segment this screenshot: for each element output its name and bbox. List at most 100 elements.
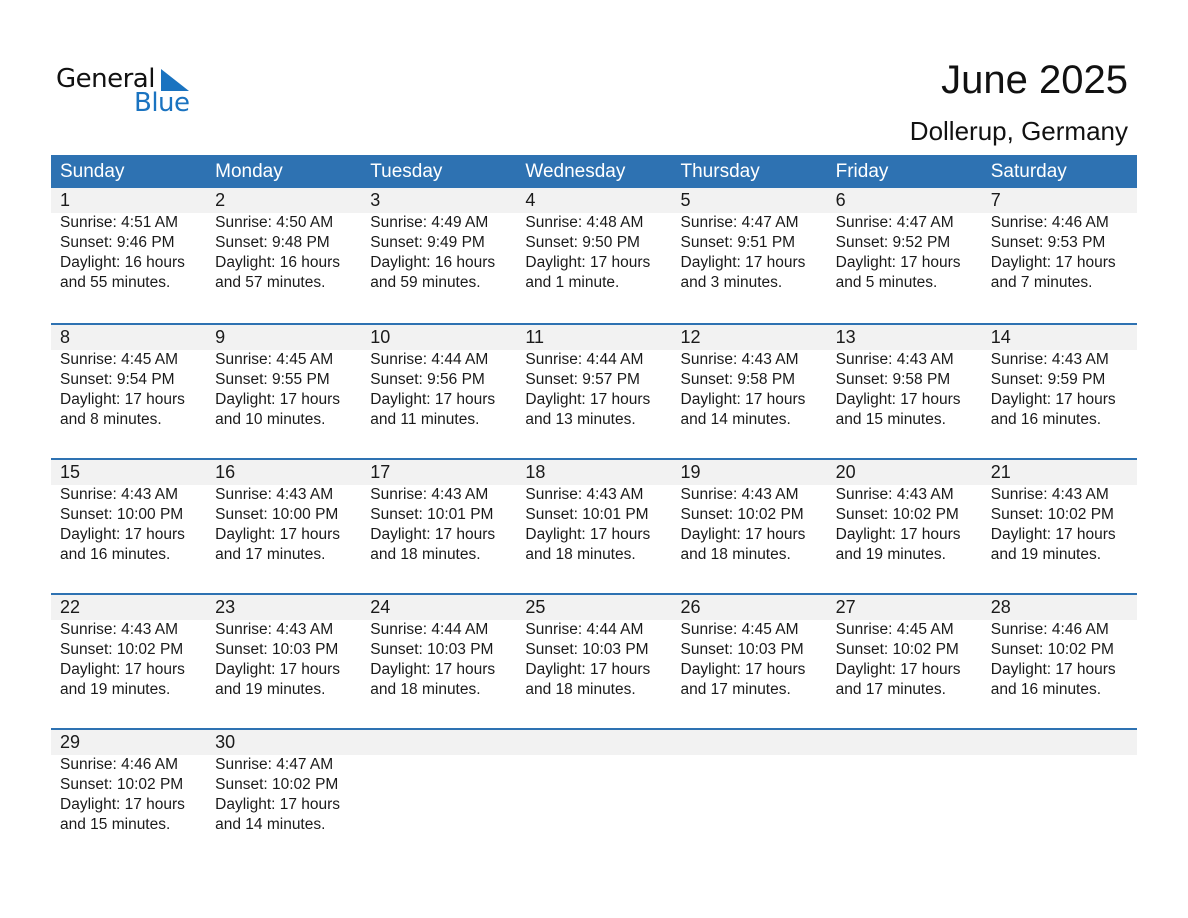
daylight-minutes-text: and 18 minutes. (680, 546, 791, 563)
day-number: 19 (680, 462, 701, 482)
day-cell: 29 Sunrise: 4:46 AM Sunset: 10:02 PM Daylig… (51, 730, 206, 835)
sunrise-text: Sunrise: 4:43 AM (215, 486, 334, 503)
sunset-text: Sunset: 9:55 PM (215, 371, 330, 388)
sunrise-text: Sunrise: 4:45 AM (215, 351, 334, 368)
daylight-text: Daylight: 17 hours (990, 661, 1116, 678)
daylight-minutes-text: and 14 minutes. (215, 816, 326, 833)
sunset-text: Sunset: 9:46 PM (60, 234, 175, 251)
daylight-text: Daylight: 17 hours (680, 391, 806, 408)
sunset-text: Sunset: 10:01 PM (370, 506, 494, 523)
calendar-grid: Sunday Monday Tuesday Wednesday Thursday Frid… (51, 155, 1137, 863)
day-number: 21 (990, 462, 1011, 482)
day-number: 8 (60, 327, 71, 347)
week-row: 15 Sunrise: 4:43 AM Sunset: 10:00 PM Daylig… (51, 458, 1137, 593)
daylight-minutes-text: and 59 minutes. (370, 274, 481, 291)
sunset-text: Sunset: 10:02 PM (215, 776, 339, 793)
weekday-header-tuesday: Tuesday (370, 161, 443, 182)
day-cell: 28 Sunrise: 4:46 AM Sunset: 10:02 PM Daylig… (982, 595, 1137, 700)
sunrise-text: Sunrise: 4:50 AM (215, 214, 334, 231)
sunset-text: Sunset: 10:03 PM (525, 641, 649, 658)
empty-day-cell (672, 730, 827, 835)
weekday-header-friday: Friday (835, 161, 889, 182)
daylight-minutes-text: and 17 minutes. (835, 681, 946, 698)
daylight-minutes-text: and 17 minutes. (680, 681, 791, 698)
day-number: 17 (370, 462, 391, 482)
daylight-text: Daylight: 17 hours (835, 254, 961, 271)
sunset-text: Sunset: 9:52 PM (835, 234, 951, 251)
day-number: 30 (215, 732, 236, 752)
day-cell: 11 Sunrise: 4:44 AM Sunset: 9:57 PM Dayligh… (516, 325, 671, 430)
day-cell: 16 Sunrise: 4:43 AM Sunset: 10:00 PM Daylig… (206, 460, 361, 565)
daylight-text: Daylight: 17 hours (835, 391, 961, 408)
daylight-text: Daylight: 17 hours (215, 661, 341, 678)
day-cell: 4 Sunrise: 4:48 AM Sunset: 9:50 PM Daylight… (516, 188, 671, 293)
day-cell: 24 Sunrise: 4:44 AM Sunset: 10:03 PM Daylig… (361, 595, 516, 700)
daylight-text: Daylight: 17 hours (525, 254, 651, 271)
sunset-text: Sunset: 10:01 PM (525, 506, 649, 523)
day-number: 2 (215, 190, 226, 210)
day-cell: 19 Sunrise: 4:43 AM Sunset: 10:02 PM Daylig… (672, 460, 827, 565)
day-number: 10 (370, 327, 391, 347)
day-number-band (51, 325, 1137, 350)
day-number: 5 (680, 190, 691, 210)
daylight-text: Daylight: 17 hours (525, 661, 651, 678)
day-cell: 15 Sunrise: 4:43 AM Sunset: 10:00 PM Daylig… (51, 460, 206, 565)
day-number: 11 (525, 327, 545, 347)
day-number: 20 (835, 462, 856, 482)
sunrise-text: Sunrise: 4:46 AM (990, 214, 1109, 231)
sunrise-text: Sunrise: 4:45 AM (60, 351, 179, 368)
daylight-minutes-text: and 55 minutes. (60, 274, 171, 291)
daylight-text: Daylight: 16 hours (60, 254, 185, 271)
daylight-text: Daylight: 17 hours (525, 526, 651, 543)
sunrise-text: Sunrise: 4:46 AM (60, 756, 179, 773)
sunrise-text: Sunrise: 4:44 AM (370, 621, 489, 638)
day-cell: 18 Sunrise: 4:43 AM Sunset: 10:01 PM Daylig… (516, 460, 671, 565)
week-row: 29 Sunrise: 4:46 AM Sunset: 10:02 PM Daylig… (51, 728, 1137, 863)
day-number: 22 (60, 597, 81, 617)
week-row: 22 Sunrise: 4:43 AM Sunset: 10:02 PM Daylig… (51, 593, 1137, 728)
weekday-header-sunday: Sunday (60, 161, 125, 182)
day-number: 4 (525, 190, 536, 210)
day-cell: 6 Sunrise: 4:47 AM Sunset: 9:52 PM Daylight… (827, 188, 982, 293)
day-number: 26 (680, 597, 701, 617)
empty-day-cell (516, 730, 671, 835)
daylight-text: Daylight: 17 hours (990, 526, 1116, 543)
sunrise-text: Sunrise: 4:44 AM (525, 351, 644, 368)
sunrise-text: Sunrise: 4:44 AM (525, 621, 644, 638)
daylight-minutes-text: and 16 minutes. (990, 411, 1102, 428)
sunset-text: Sunset: 9:49 PM (370, 234, 485, 251)
day-cell: 14 Sunrise: 4:43 AM Sunset: 9:59 PM Dayligh… (982, 325, 1137, 430)
daylight-text: Daylight: 17 hours (680, 661, 806, 678)
sunset-text: Sunset: 10:02 PM (60, 776, 184, 793)
weekday-header-saturday: Saturday (990, 161, 1067, 182)
sunrise-text: Sunrise: 4:48 AM (525, 214, 644, 231)
empty-day-cell (361, 730, 516, 835)
daylight-minutes-text: and 18 minutes. (525, 546, 636, 563)
day-cell: 7 Sunrise: 4:46 AM Sunset: 9:53 PM Daylight… (982, 188, 1137, 293)
day-number-band (51, 188, 1137, 213)
day-cell: 9 Sunrise: 4:45 AM Sunset: 9:55 PM Daylight… (206, 325, 361, 430)
daylight-text: Daylight: 17 hours (835, 526, 961, 543)
sunset-text: Sunset: 9:53 PM (990, 234, 1106, 251)
sunrise-text: Sunrise: 4:45 AM (680, 621, 799, 638)
sunset-text: Sunset: 9:58 PM (680, 371, 796, 388)
logo-blue-text: Blue (134, 88, 190, 118)
day-number: 28 (990, 597, 1011, 617)
day-number: 16 (215, 462, 236, 482)
weekday-header-monday: Monday (215, 161, 283, 182)
sunrise-text: Sunrise: 4:44 AM (370, 351, 489, 368)
daylight-text: Daylight: 17 hours (680, 254, 806, 271)
daylight-minutes-text: and 18 minutes. (370, 546, 481, 563)
sunrise-text: Sunrise: 4:47 AM (835, 214, 954, 231)
sunset-text: Sunset: 10:00 PM (60, 506, 184, 523)
daylight-minutes-text: and 57 minutes. (215, 274, 326, 291)
day-number: 18 (525, 462, 546, 482)
sunrise-text: Sunrise: 4:43 AM (215, 621, 334, 638)
sunset-text: Sunset: 10:02 PM (990, 641, 1114, 658)
daylight-text: Daylight: 17 hours (990, 391, 1116, 408)
daylight-minutes-text: and 7 minutes. (990, 274, 1093, 291)
sunrise-text: Sunrise: 4:43 AM (60, 486, 179, 503)
daylight-minutes-text: and 10 minutes. (215, 411, 326, 428)
day-cell: 26 Sunrise: 4:45 AM Sunset: 10:03 PM Daylig… (672, 595, 827, 700)
daylight-minutes-text: and 19 minutes. (60, 681, 171, 698)
